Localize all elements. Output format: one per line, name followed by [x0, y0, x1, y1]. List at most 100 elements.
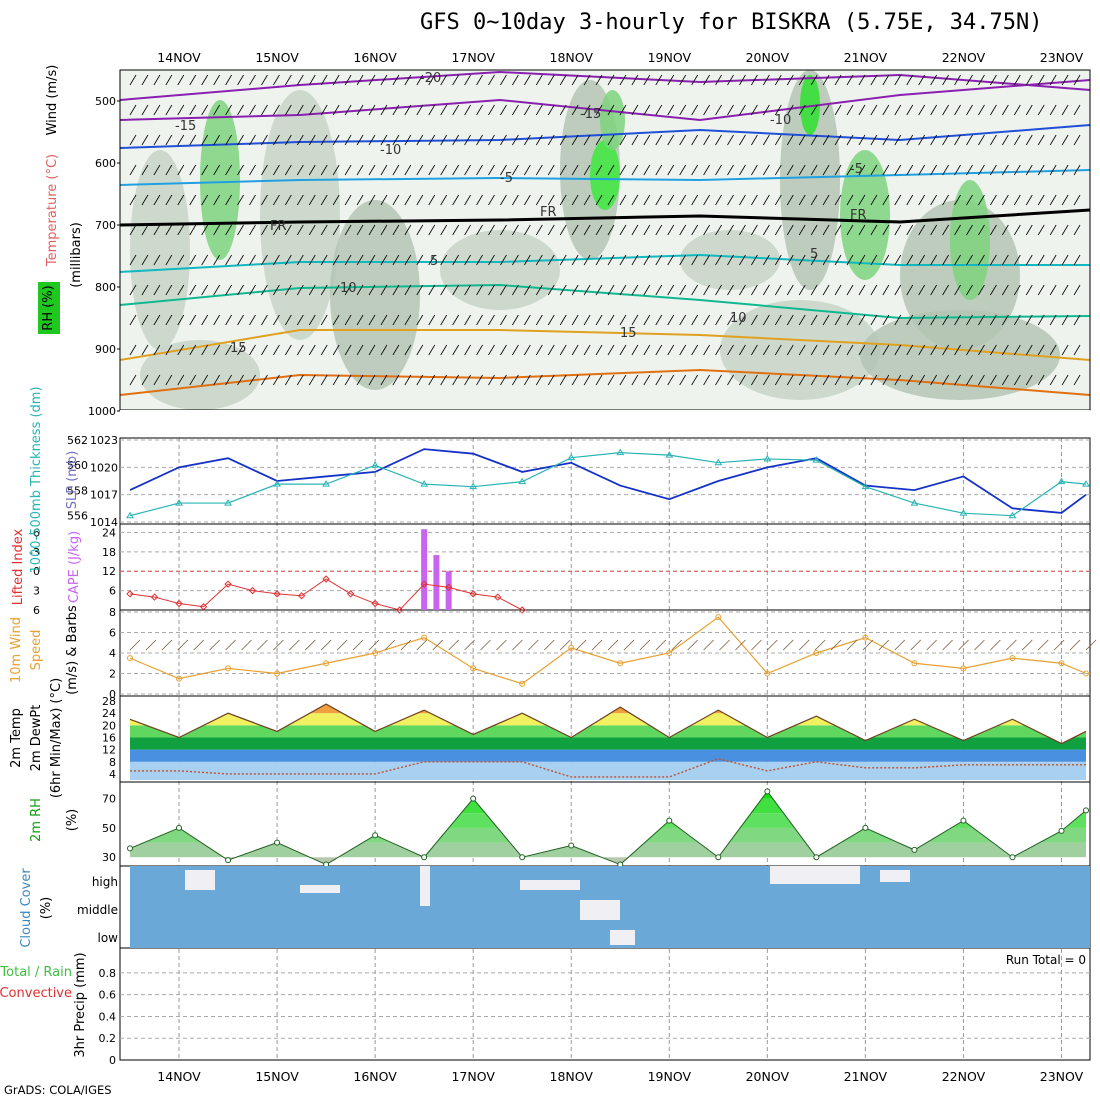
wind-barb	[289, 639, 300, 651]
lifted-index-point	[248, 586, 257, 595]
date-label-top: 19NOV	[648, 50, 692, 65]
precip-total-title: Total / Rain	[0, 965, 72, 980]
lifted-index-point	[371, 599, 379, 608]
cape-axis-title: CAPE (J/kg)	[67, 531, 82, 603]
date-label-top: 14NOV	[157, 50, 201, 65]
wind-speed-point	[372, 650, 379, 656]
rh-point	[666, 817, 673, 824]
wind-barb	[767, 639, 778, 651]
lifted-index-point	[297, 592, 306, 600]
wind-barb	[830, 639, 842, 651]
wind-barb	[990, 639, 1001, 651]
cape-bar	[433, 555, 440, 610]
thickness-point	[714, 458, 723, 466]
lifted-index-point	[493, 593, 502, 601]
temp-area	[130, 704, 1086, 780]
wind-barb	[1006, 639, 1017, 651]
date-label-bottom: 17NOV	[451, 1069, 495, 1084]
wind-barb	[782, 639, 794, 651]
thickness-point	[861, 482, 870, 490]
wind-barb	[942, 639, 953, 651]
rh-shade-14	[140, 340, 260, 410]
wind-barb	[974, 639, 985, 651]
wind-speed-point	[421, 634, 428, 641]
credit-text: GrADS: COLA/IGES	[4, 1083, 112, 1097]
temperature-contour-3	[119, 169, 1091, 186]
temp-band	[130, 704, 1086, 714]
thickness-point	[469, 482, 478, 490]
wind-barb	[400, 639, 412, 651]
lifted-index-point	[322, 575, 330, 583]
rh-point	[862, 824, 869, 831]
rh-point	[715, 854, 722, 861]
rh-point	[372, 832, 379, 839]
wind-tick-label: 8	[109, 606, 116, 619]
wind-barb	[591, 639, 603, 651]
wind-tick-label: 0	[109, 688, 116, 701]
rh-point	[176, 824, 183, 831]
date-label-top: 18NOV	[550, 50, 594, 65]
lifted-index-point	[420, 580, 428, 588]
wind-barb	[703, 639, 714, 651]
slp-tick-label: 1017	[90, 489, 118, 502]
wind-speed-point	[470, 665, 477, 672]
wind-barb	[655, 639, 667, 651]
temp-tick-label: 12	[102, 744, 116, 757]
wind-speed-point	[666, 650, 673, 656]
precip-tick-label: 0.8	[99, 967, 117, 980]
cape-tick-label: 24	[102, 526, 116, 539]
wind-barb	[273, 639, 284, 651]
wind-speed-point	[911, 660, 918, 667]
date-label-top: 15NOV	[255, 50, 299, 65]
pressure-tick-label: 800	[95, 281, 116, 294]
cloud-clear-patch	[580, 900, 620, 920]
cloud-clear-patch	[520, 880, 580, 890]
precip-tick-label: 0.2	[99, 1032, 117, 1045]
lifted-index-point	[175, 599, 183, 608]
rh-point	[519, 854, 526, 861]
date-label-top: 17NOV	[451, 50, 495, 65]
wind-barb	[528, 639, 539, 651]
thickness-point	[812, 456, 821, 463]
thickness-point	[567, 453, 576, 461]
cloud-level-label: low	[98, 931, 119, 945]
wind-barb	[225, 639, 236, 651]
lifted-index-axis-title: Lifted Index	[11, 528, 26, 605]
rh-band	[130, 813, 1086, 828]
date-label-bottom: 14NOV	[157, 1069, 201, 1084]
rh-shade-7	[780, 70, 840, 290]
temperature-axis-title: Temperature (°C)	[45, 154, 60, 267]
temp-band	[130, 761, 1086, 780]
date-label-bottom: 18NOV	[550, 1069, 594, 1084]
contour-label: FR	[850, 208, 867, 223]
wind-tick-label: 6	[109, 627, 116, 640]
panel-precip-frame	[119, 947, 1091, 1061]
slp-axis-title: SLP (mb)	[65, 451, 80, 510]
rh-axis-title: RH (%)	[41, 285, 56, 330]
rh-tick-label: 30	[102, 851, 116, 864]
upper-air-panel	[117, 69, 1091, 438]
temp2m-axis-title: 2m Temp	[9, 708, 24, 768]
wind-barb	[671, 639, 683, 651]
wind-speed-point	[225, 665, 232, 672]
wind-speed-point	[274, 670, 281, 677]
wind-barb	[496, 639, 507, 651]
cape-tick-label: 18	[102, 546, 116, 559]
rh-band	[130, 798, 1086, 814]
thickness-point	[1057, 477, 1066, 485]
thickness-point	[959, 509, 968, 516]
wind-barb	[432, 639, 444, 651]
contour-label: 5	[810, 247, 818, 262]
contour-label: FR	[540, 205, 557, 220]
wind-tick-label: 4	[109, 647, 116, 660]
temp-band	[130, 713, 1086, 726]
rh-point	[127, 845, 133, 852]
wind10m-units-title: (m/s) & Barbs	[65, 605, 80, 695]
date-label-bottom: 22NOV	[942, 1069, 986, 1084]
cloud-clear-patch	[300, 885, 340, 893]
thickness-point	[1082, 480, 1090, 487]
wind-speed-point	[323, 660, 330, 667]
rh-point	[225, 857, 232, 864]
pressure-tick-label: 900	[95, 343, 116, 356]
